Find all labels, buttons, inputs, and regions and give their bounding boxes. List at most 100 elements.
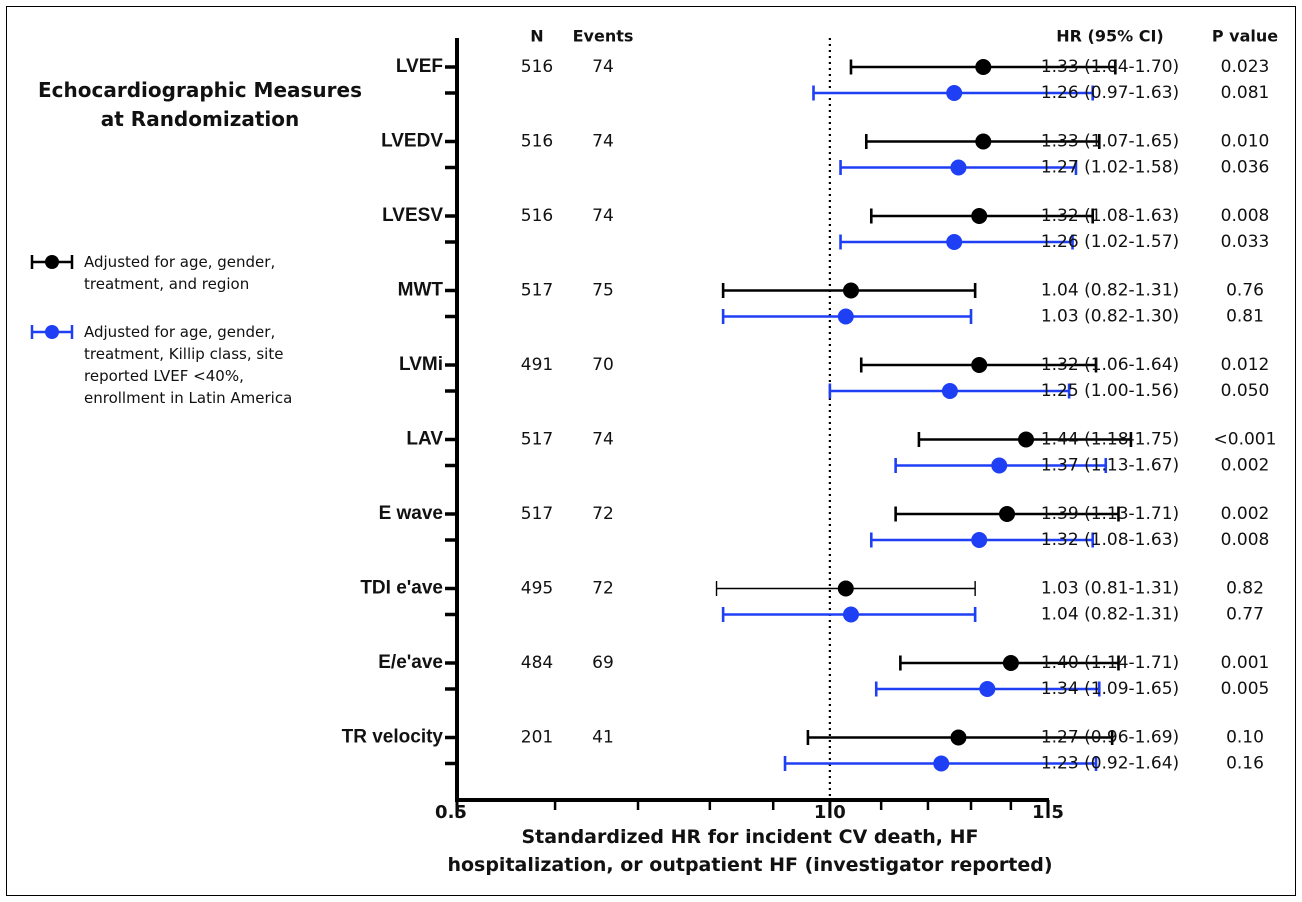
row-3-est-1-p-value: 0.76	[1226, 281, 1264, 301]
legend-2-line-2: treatment, Killip class, site	[84, 345, 284, 363]
figure-frame	[6, 6, 1296, 896]
row-1-est-1-point	[975, 133, 992, 150]
row-9-est-1-p-value: 0.10	[1226, 728, 1264, 748]
row-7-est-1-hr-text: 1.03 (0.81-1.31)	[1041, 579, 1179, 599]
row-1-events: 74	[592, 132, 614, 152]
row-6-est-1-hr-text: 1.39 (1.13-1.71)	[1041, 504, 1179, 524]
row-8-events: 69	[592, 653, 614, 673]
legend-label-model-2: Adjusted for age, gender, treatment, Kil…	[84, 321, 292, 409]
row-8-est-2-hr-text: 1.34 (1.09-1.65)	[1041, 679, 1179, 699]
row-6-events: 72	[592, 504, 614, 524]
row-1-n: 516	[521, 132, 553, 152]
side-title-line-2: at Randomization	[100, 107, 300, 131]
row-3-est-1-hr-text: 1.04 (0.82-1.31)	[1041, 281, 1179, 301]
row-7-est-2-hr-text: 1.04 (0.82-1.31)	[1041, 605, 1179, 625]
row-4-est-2-point	[941, 383, 958, 399]
row-4-est-1-point	[971, 357, 988, 373]
row-8-est-2-p-value: 0.005	[1221, 679, 1270, 699]
row-5-est-1-hr-text: 1.44 (1.18-1.75)	[1041, 430, 1179, 450]
row-0-est-1-point	[975, 59, 992, 75]
row-7-est-2-point	[842, 606, 859, 623]
row-9-label: TR velocity	[342, 727, 444, 748]
row-9-est-2-p-value: 0.16	[1226, 754, 1264, 774]
row-7-est-1-point	[837, 580, 854, 597]
side-title: Echocardiographic Measures at Randomizat…	[30, 76, 370, 134]
legend-item-model-1: Adjusted for age, gender, treatment, and…	[30, 251, 275, 295]
row-9-est-2-point	[933, 755, 950, 772]
row-9-est-1-point	[950, 729, 967, 746]
row-6-est-1-p-value: 0.002	[1221, 504, 1270, 524]
row-0-est-2-p-value: 0.081	[1221, 83, 1270, 103]
x-axis-title-line-2: hospitalization, or outpatient HF (inves…	[447, 854, 1053, 876]
estimates-group	[715, 59, 1133, 772]
row-5-events: 74	[592, 430, 614, 450]
row-4-events: 70	[592, 355, 614, 375]
row-4-est-1-hr-text: 1.32 (1.06-1.64)	[1041, 355, 1179, 375]
row-3-est-1-point	[842, 282, 859, 299]
x-axis-title: Standardized HR for incident CV death, H…	[430, 823, 1070, 879]
row-0-est-1-p-value: 0.023	[1221, 57, 1270, 77]
row-3-events: 75	[592, 281, 614, 301]
row-1-est-2-p-value: 0.036	[1221, 158, 1270, 178]
row-0-events: 74	[592, 57, 614, 77]
row-7-est-2-p-value: 0.77	[1226, 605, 1264, 625]
row-3-label: MWT	[398, 280, 444, 301]
row-0-n: 516	[521, 57, 553, 77]
row-6-est-2-p-value: 0.008	[1221, 530, 1270, 550]
axes-group: 0.5 1.0 1.5	[435, 38, 1064, 823]
row-4-label: LVMi	[399, 354, 443, 375]
row-2-events: 74	[592, 206, 614, 226]
row-1-est-2-hr-text: 1.27 (1.02-1.58)	[1041, 158, 1179, 178]
header-events: Events	[573, 27, 634, 46]
row-8-est-1-p-value: 0.001	[1221, 653, 1270, 673]
row-9-est-2-hr-text: 1.23 (0.92-1.64)	[1041, 754, 1179, 774]
row-3-est-2-p-value: 0.81	[1226, 307, 1264, 327]
legend-item-model-2: Adjusted for age, gender, treatment, Kil…	[30, 321, 292, 409]
row-3-est-2-point	[837, 308, 854, 325]
row-2-est-1-p-value: 0.008	[1221, 206, 1270, 226]
row-2-est-2-point	[946, 234, 963, 250]
header-p-value: P value	[1212, 27, 1278, 46]
row-2-est-2-p-value: 0.033	[1221, 232, 1270, 252]
legend-1-line-1: Adjusted for age, gender,	[84, 253, 276, 271]
legend-1-line-2: treatment, and region	[84, 275, 250, 293]
row-9-n: 201	[521, 728, 553, 748]
legend-label-model-1: Adjusted for age, gender, treatment, and…	[84, 251, 275, 295]
row-7-n: 495	[521, 579, 553, 599]
legend-2-line-3: reported LVEF <40%,	[84, 367, 244, 385]
row-8-est-1-point	[1002, 655, 1019, 671]
row-7-events: 72	[592, 579, 614, 599]
x-tick-label-0: 0.5	[435, 802, 467, 823]
row-7-label: TDI e'ave	[360, 578, 443, 599]
row-5-est-1-point	[1018, 431, 1035, 448]
row-9-est-1-hr-text: 1.27 (0.96-1.69)	[1041, 728, 1179, 748]
row-2-label: LVESV	[382, 205, 443, 226]
row-0-est-1-hr-text: 1.33 (1.04-1.70)	[1041, 57, 1179, 77]
row-4-est-1-p-value: 0.012	[1221, 355, 1270, 375]
row-5-est-2-point	[991, 457, 1008, 474]
row-9-events: 41	[592, 728, 614, 748]
legend-marker-black-icon	[30, 255, 74, 269]
header-hr: HR (95% CI)	[1056, 27, 1163, 46]
row-7-est-1-p-value: 0.82	[1226, 579, 1264, 599]
row-2-est-2-hr-text: 1.26 (1.02-1.57)	[1041, 232, 1179, 252]
legend-2-line-4: enrollment in Latin America	[84, 389, 293, 407]
row-0-est-2-point	[946, 85, 963, 101]
row-1-est-1-hr-text: 1.33 (1.07-1.65)	[1041, 132, 1179, 152]
row-8-est-2-point	[979, 681, 996, 697]
row-2-n: 516	[521, 206, 553, 226]
row-1-est-1-p-value: 0.010	[1221, 132, 1270, 152]
side-title-line-1: Echocardiographic Measures	[38, 78, 362, 102]
header-n: N	[530, 27, 543, 46]
row-8-label: E/e'ave	[378, 652, 443, 673]
legend-marker-blue-icon	[30, 325, 74, 339]
row-8-est-1-hr-text: 1.40 (1.14-1.71)	[1041, 653, 1179, 673]
legend-2-line-1: Adjusted for age, gender,	[84, 323, 276, 341]
row-5-label: LAV	[406, 429, 443, 450]
row-1-est-2-point	[950, 159, 967, 176]
row-4-est-2-hr-text: 1.25 (1.00-1.56)	[1041, 381, 1179, 401]
row-6-est-1-point	[999, 506, 1016, 522]
row-3-n: 517	[521, 281, 553, 301]
row-0-est-2-hr-text: 1.26 (0.97-1.63)	[1041, 83, 1179, 103]
